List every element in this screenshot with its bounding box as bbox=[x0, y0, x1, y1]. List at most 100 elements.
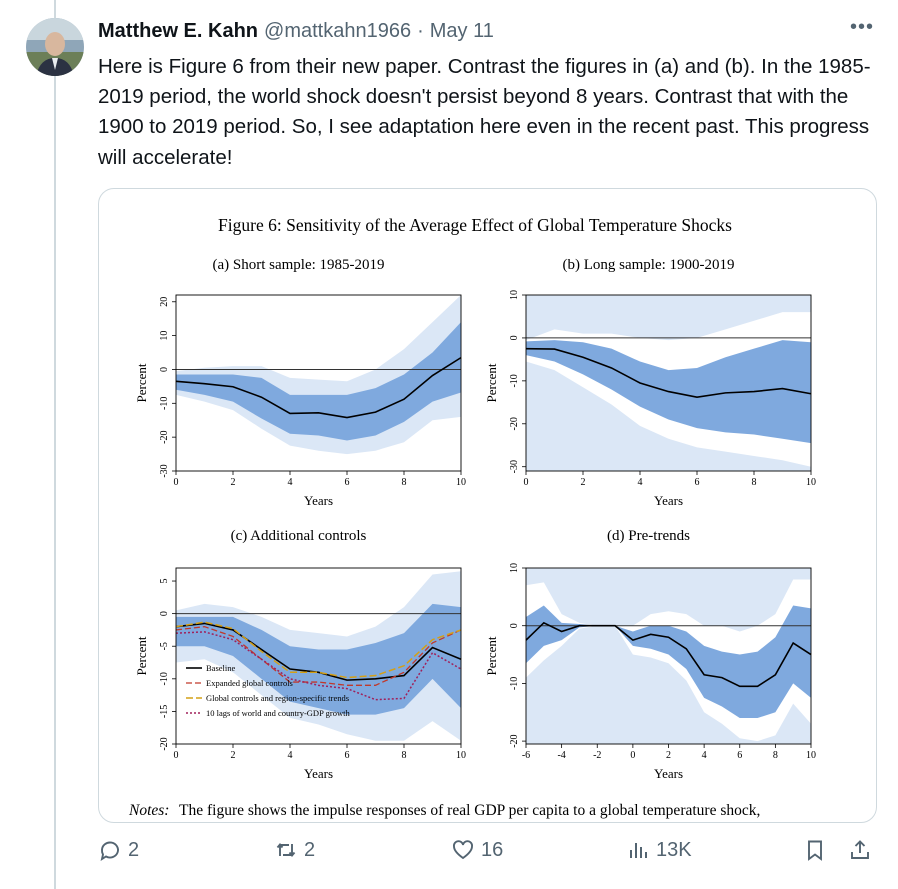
x-axis-label: Years bbox=[654, 493, 683, 508]
confidence-band-outer bbox=[526, 295, 811, 341]
x-axis-label: Years bbox=[654, 766, 683, 781]
series-line-1 bbox=[175, 626, 462, 686]
x-axis-label: Years bbox=[304, 766, 333, 781]
reply-count: 2 bbox=[128, 838, 140, 861]
author-handle[interactable]: @mattkahn1966 bbox=[264, 20, 412, 42]
share-button[interactable] bbox=[848, 838, 872, 862]
x-tick-label: 0 bbox=[174, 750, 179, 761]
y-tick-label: 5 bbox=[159, 579, 170, 584]
x-tick-label: 8 bbox=[402, 750, 407, 761]
x-tick-label: 2 bbox=[581, 477, 586, 488]
legend-label-1: Expanded global controls bbox=[206, 678, 293, 688]
y-tick-label: -30 bbox=[509, 460, 520, 473]
y-tick-label: 10 bbox=[509, 290, 520, 300]
tweet-text: Here is Figure 6 from their new paper. C… bbox=[98, 55, 871, 169]
chart-title: (a) Short sample: 1985-2019 bbox=[212, 257, 384, 273]
y-tick-label: 10 bbox=[509, 563, 520, 573]
plot-frame bbox=[175, 294, 462, 472]
x-tick-label: 4 bbox=[702, 750, 707, 761]
separator-dot: · bbox=[417, 20, 424, 42]
heart-icon bbox=[453, 840, 473, 860]
legend-label-2: Global controls and region-specific tren… bbox=[206, 693, 349, 703]
confidence-band-outer bbox=[526, 568, 811, 632]
x-tick-label: 10 bbox=[806, 477, 816, 488]
x-tick-label: 6 bbox=[345, 750, 350, 761]
y-tick-label: -10 bbox=[509, 677, 520, 690]
x-tick-label: 2 bbox=[231, 477, 236, 488]
x-tick-label: 4 bbox=[288, 477, 293, 488]
y-tick-label: 0 bbox=[509, 623, 520, 628]
y-tick-label: 10 bbox=[159, 331, 170, 341]
plot-frame bbox=[525, 294, 812, 472]
y-tick-label: -5 bbox=[159, 642, 170, 650]
chart-title: (b) Long sample: 1900-2019 bbox=[562, 257, 734, 273]
action-bar: 2 2 16 13K bbox=[98, 838, 878, 874]
chart-panel-2: (c) Additional controls 0 2 4 6 8 10 -20 -15 -10 -… bbox=[134, 528, 466, 781]
series-line-0 bbox=[525, 621, 812, 688]
x-tick-label: 0 bbox=[524, 477, 529, 488]
x-tick-label: -6 bbox=[522, 750, 530, 761]
x-tick-label: -2 bbox=[593, 750, 601, 761]
reply-icon bbox=[100, 841, 119, 862]
x-axis-label: Years bbox=[304, 493, 333, 508]
share-icon bbox=[851, 840, 869, 859]
tweet-date[interactable]: May 11 bbox=[429, 20, 494, 42]
series-line-0 bbox=[175, 356, 462, 419]
x-tick-label: 0 bbox=[174, 477, 179, 488]
bookmark-icon bbox=[808, 840, 822, 861]
repost-count: 2 bbox=[304, 838, 316, 861]
x-tick-label: 8 bbox=[773, 750, 778, 761]
tweet-header: Matthew E. Kahn @mattkahn1966 · May 11 bbox=[98, 20, 494, 48]
y-axis-label: Percent bbox=[134, 363, 149, 402]
thread-connector-line bbox=[54, 0, 56, 889]
analytics-icon bbox=[630, 843, 647, 858]
x-tick-label: 10 bbox=[456, 750, 466, 761]
avatar[interactable] bbox=[26, 18, 84, 76]
x-tick-label: 2 bbox=[231, 750, 236, 761]
bookmark-button[interactable] bbox=[803, 838, 827, 862]
y-tick-label: -10 bbox=[159, 672, 170, 685]
confidence-band-inner bbox=[176, 603, 461, 715]
y-tick-label: -15 bbox=[159, 705, 170, 718]
series-line-0 bbox=[175, 622, 462, 681]
y-tick-label: 20 bbox=[159, 297, 170, 307]
legend-label-3: 10 lags of world and country-GDP growth bbox=[206, 708, 350, 718]
reply-button[interactable]: 2 bbox=[98, 838, 139, 862]
figure-notes-label: Notes: bbox=[128, 802, 169, 819]
y-tick-label: -10 bbox=[509, 374, 520, 387]
x-tick-label: 6 bbox=[345, 477, 350, 488]
chart-title: (c) Additional controls bbox=[231, 528, 367, 544]
like-count: 16 bbox=[481, 838, 504, 861]
y-tick-label: -30 bbox=[159, 464, 170, 477]
like-button[interactable]: 16 bbox=[451, 838, 503, 862]
figure-notes-text: The figure shows the impulse responses o… bbox=[179, 802, 760, 819]
figure-image[interactable]: Figure 6: Sensitivity of the Average Eff… bbox=[98, 188, 877, 823]
x-tick-label: 6 bbox=[737, 750, 742, 761]
repost-icon bbox=[276, 843, 296, 857]
chart-panel-3: (d) Pre-trends-6 -4 -2 0 2 4 6 8 10-20-10010Year… bbox=[484, 528, 816, 781]
y-axis-label: Percent bbox=[134, 636, 149, 675]
confidence-band-outer bbox=[526, 361, 811, 471]
legend-label-0: Baseline bbox=[206, 663, 235, 673]
y-tick-label: -20 bbox=[509, 734, 520, 747]
y-tick-label: 0 bbox=[509, 335, 520, 340]
views-count: 13K bbox=[656, 838, 692, 861]
confidence-band-inner bbox=[176, 322, 461, 441]
repost-button[interactable]: 2 bbox=[274, 838, 315, 862]
x-tick-label: -4 bbox=[557, 750, 565, 761]
x-tick-label: 10 bbox=[456, 477, 466, 488]
x-tick-label: 8 bbox=[752, 477, 757, 488]
plot-frame bbox=[175, 567, 462, 745]
x-tick-label: 4 bbox=[638, 477, 643, 488]
chart-title: (d) Pre-trends bbox=[607, 528, 690, 544]
x-tick-label: 10 bbox=[806, 750, 816, 761]
chart-legend: Baseline Expanded global controls Global c… bbox=[186, 663, 350, 718]
y-tick-label: 0 bbox=[159, 367, 170, 372]
y-tick-label: -20 bbox=[159, 737, 170, 750]
y-axis-label: Percent bbox=[484, 363, 499, 402]
x-tick-label: 6 bbox=[695, 477, 700, 488]
author-name[interactable]: Matthew E. Kahn bbox=[98, 20, 259, 42]
views-button[interactable]: 13K bbox=[626, 838, 692, 862]
series-line-0 bbox=[525, 347, 812, 398]
more-options-icon[interactable]: ••• bbox=[849, 16, 874, 38]
